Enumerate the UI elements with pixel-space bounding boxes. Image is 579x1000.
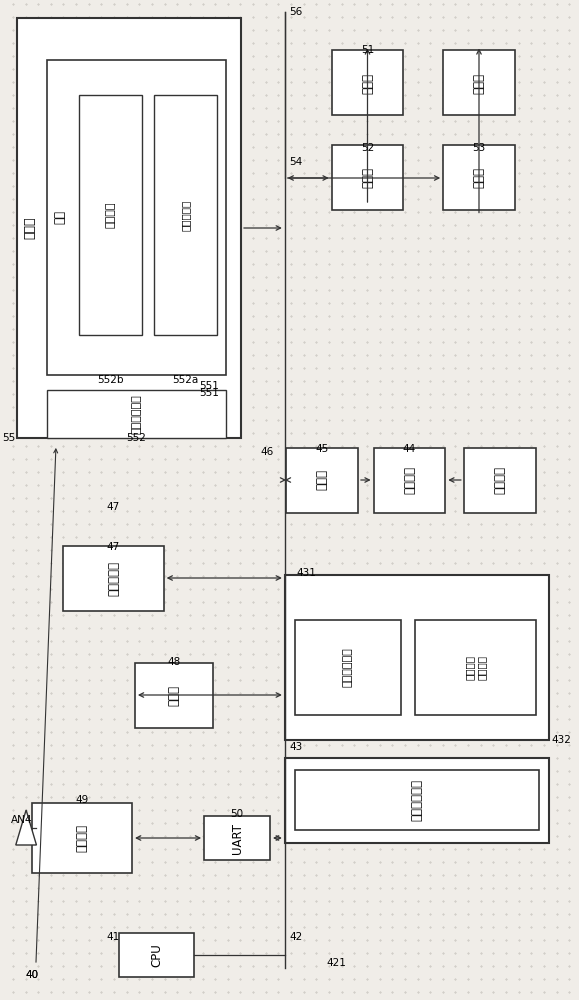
Text: 45: 45 <box>316 444 329 454</box>
Bar <box>47 390 226 438</box>
Text: 56: 56 <box>290 7 303 17</box>
Text: 552b: 552b <box>97 375 124 385</box>
Text: 46: 46 <box>260 447 273 457</box>
Bar <box>464 448 536 512</box>
Bar <box>332 145 404 210</box>
Text: 50: 50 <box>230 809 244 819</box>
Bar <box>47 60 226 375</box>
Bar <box>63 545 164 610</box>
Bar <box>286 448 358 512</box>
Bar <box>285 575 549 740</box>
Text: 41: 41 <box>106 932 119 942</box>
Text: 显示部: 显示部 <box>167 684 180 706</box>
Bar <box>443 145 515 210</box>
Text: 42: 42 <box>290 932 303 942</box>
Text: 48: 48 <box>167 657 181 667</box>
Text: 分频电路: 分频电路 <box>403 466 416 494</box>
Text: 驱动器: 驱动器 <box>472 167 486 188</box>
Text: 54: 54 <box>290 157 303 167</box>
Bar <box>17 18 241 438</box>
Bar <box>135 662 212 727</box>
Text: 电压检测电路: 电压检测电路 <box>131 394 141 434</box>
Text: 43: 43 <box>290 742 303 752</box>
Text: 蜂鸣部: 蜂鸣部 <box>472 73 486 94</box>
Text: 53: 53 <box>472 143 486 153</box>
Bar <box>373 448 445 512</box>
Text: 551: 551 <box>200 388 219 398</box>
Text: 二次电池: 二次电池 <box>105 202 116 228</box>
Text: 47: 47 <box>107 502 120 512</box>
Bar <box>415 620 536 715</box>
Bar <box>295 770 539 830</box>
Text: 连接目标信息: 连接目标信息 <box>343 648 353 687</box>
Text: 51: 51 <box>361 45 374 55</box>
Bar <box>443 50 515 115</box>
Bar <box>295 620 401 715</box>
Bar <box>204 816 270 860</box>
Text: 操作处理部: 操作处理部 <box>107 560 120 595</box>
Text: 通信模块: 通信模块 <box>75 824 89 852</box>
Text: 421: 421 <box>326 958 346 968</box>
Bar <box>285 758 549 843</box>
Text: 计时部: 计时部 <box>316 470 329 490</box>
Text: 52: 52 <box>361 143 374 153</box>
Text: 47: 47 <box>107 542 120 552</box>
Text: 432: 432 <box>551 735 571 745</box>
Text: 49: 49 <box>75 795 89 805</box>
Text: 55: 55 <box>2 433 16 443</box>
Polygon shape <box>16 810 36 845</box>
Text: 照明部: 照明部 <box>361 73 374 94</box>
Text: 552: 552 <box>127 433 146 443</box>
Text: 44: 44 <box>403 444 416 454</box>
Text: 431: 431 <box>296 568 316 578</box>
Bar <box>332 50 404 115</box>
Text: CPU: CPU <box>150 943 163 967</box>
Text: AN4: AN4 <box>11 815 32 825</box>
Text: 552a: 552a <box>172 375 199 385</box>
Text: 供电部: 供电部 <box>23 217 36 239</box>
Text: 电池历史
记录信息: 电池历史 记录信息 <box>465 655 486 680</box>
Bar <box>79 95 142 335</box>
Text: 太阳能面板: 太阳能面板 <box>180 199 190 231</box>
Text: 40: 40 <box>25 970 38 980</box>
Bar <box>32 803 132 873</box>
Text: 551: 551 <box>200 381 219 391</box>
Bar <box>153 95 217 335</box>
Text: 电池: 电池 <box>53 211 67 225</box>
Text: 驱动器: 驱动器 <box>361 167 374 188</box>
Text: 40: 40 <box>25 970 38 980</box>
Text: UART: UART <box>230 822 244 853</box>
Bar <box>119 933 194 977</box>
Text: 通信控制程序: 通信控制程序 <box>410 779 423 821</box>
Text: 震荡电路: 震荡电路 <box>493 466 506 494</box>
